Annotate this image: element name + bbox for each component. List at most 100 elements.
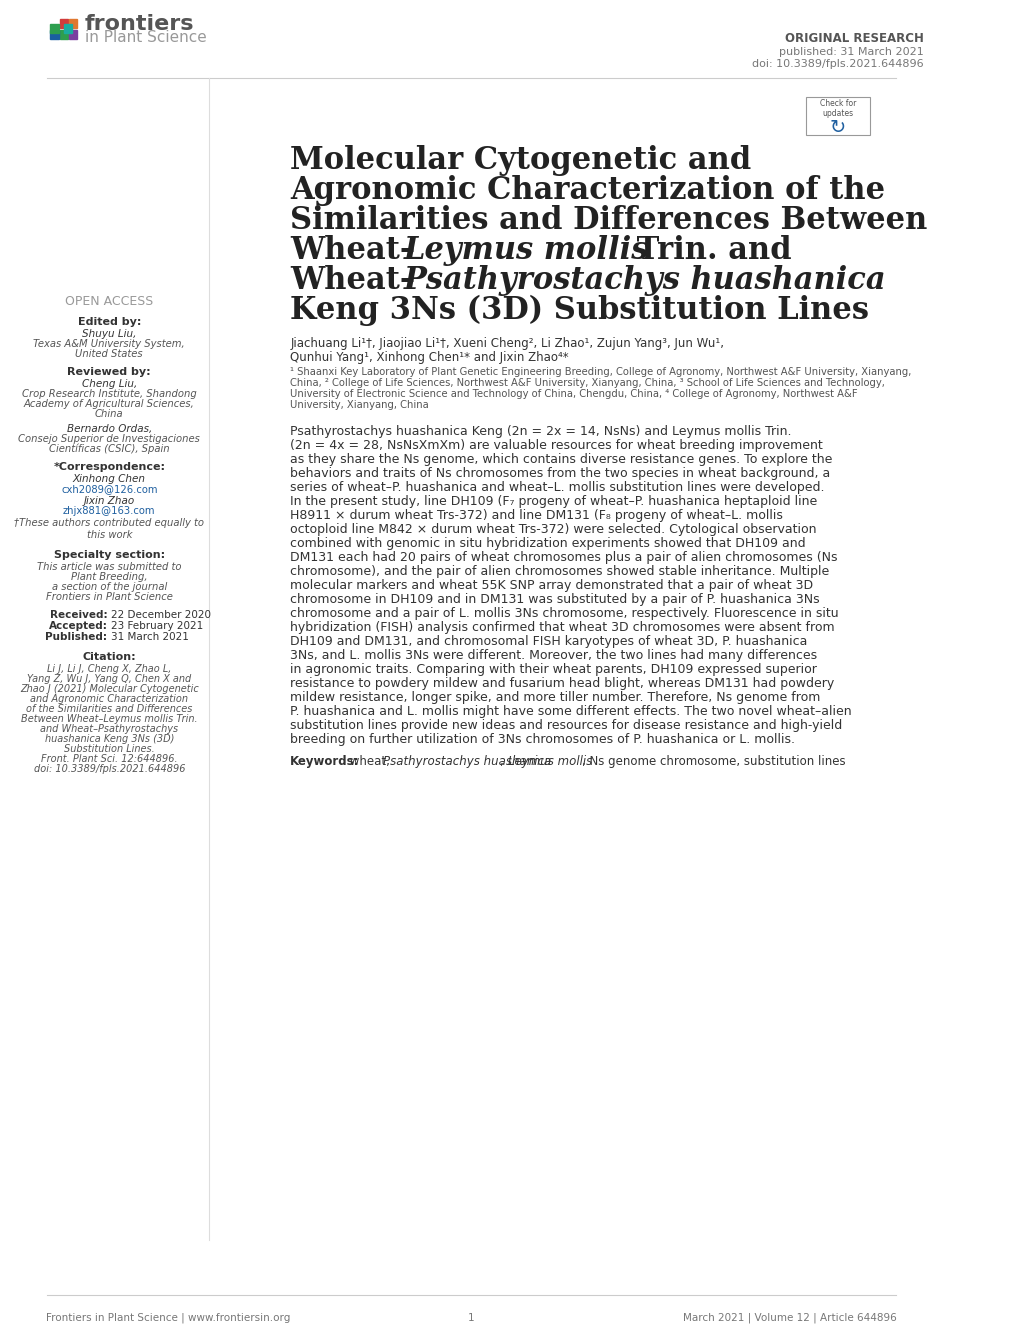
Bar xyxy=(50,29,58,39)
Text: Texas A&M University System,: Texas A&M University System, xyxy=(34,339,184,348)
Text: China, ² College of Life Sciences, Northwest A&F University, Xianyang, China, ³ : China, ² College of Life Sciences, North… xyxy=(290,378,884,388)
Text: Specialty section:: Specialty section: xyxy=(54,550,165,559)
Text: Bernardo Ordas,: Bernardo Ordas, xyxy=(66,425,152,434)
Text: zhjx881@163.com: zhjx881@163.com xyxy=(63,506,156,517)
Text: March 2021 | Volume 12 | Article 644896: March 2021 | Volume 12 | Article 644896 xyxy=(683,1312,896,1323)
Text: Academy of Agricultural Sciences,: Academy of Agricultural Sciences, xyxy=(23,399,195,409)
Text: Accepted:: Accepted: xyxy=(49,621,107,631)
Bar xyxy=(805,97,868,135)
Text: Check for: Check for xyxy=(819,99,855,108)
Text: octoploid line M842 × durum wheat Trs-372) were selected. Cytological observatio: octoploid line M842 × durum wheat Trs-37… xyxy=(290,523,816,535)
Text: ↻: ↻ xyxy=(828,117,845,136)
Text: P. huashanica and L. mollis might have some different effects. The two novel whe: P. huashanica and L. mollis might have s… xyxy=(290,705,851,718)
Text: Psathyrostachys huashanica: Psathyrostachys huashanica xyxy=(404,266,886,296)
Text: doi: 10.3389/fpls.2021.644896: doi: 10.3389/fpls.2021.644896 xyxy=(751,59,923,69)
Text: a section of the journal: a section of the journal xyxy=(52,582,167,591)
Text: In the present study, line DH109 (F₇ progeny of wheat–P. huashanica heptaploid l: In the present study, line DH109 (F₇ pro… xyxy=(290,495,817,509)
Text: substitution lines provide new ideas and resources for disease resistance and hi: substitution lines provide new ideas and… xyxy=(290,720,842,732)
Text: 22 December 2020: 22 December 2020 xyxy=(111,610,211,619)
Text: published: 31 March 2021: published: 31 March 2021 xyxy=(779,47,923,57)
Text: chromosome), and the pair of alien chromosomes showed stable inheritance. Multip: chromosome), and the pair of alien chrom… xyxy=(290,565,828,578)
Text: , Ns genome chromosome, substitution lines: , Ns genome chromosome, substitution lin… xyxy=(581,756,845,768)
Text: huashanica Keng 3Ns (3D): huashanica Keng 3Ns (3D) xyxy=(45,734,174,744)
Text: Leymus mollis: Leymus mollis xyxy=(404,235,648,266)
Bar xyxy=(68,19,76,28)
Text: DH109 and DM131, and chromosomal FISH karyotypes of wheat 3D, P. huashanica: DH109 and DM131, and chromosomal FISH ka… xyxy=(290,635,807,647)
Text: Zhao J (2021) Molecular Cytogenetic: Zhao J (2021) Molecular Cytogenetic xyxy=(20,684,199,694)
Text: United States: United States xyxy=(75,348,143,359)
Text: Psathyrostachys huashanica Keng (2n = 2x = 14, NsNs) and Leymus mollis Trin.: Psathyrostachys huashanica Keng (2n = 2x… xyxy=(290,425,791,438)
Text: Wheat–: Wheat– xyxy=(290,266,415,296)
Text: Psathyrostachys huashanica: Psathyrostachys huashanica xyxy=(382,756,550,768)
Text: DM131 each had 20 pairs of wheat chromosomes plus a pair of alien chromosomes (N: DM131 each had 20 pairs of wheat chromos… xyxy=(290,551,837,563)
Text: Shuyu Liu,: Shuyu Liu, xyxy=(83,328,137,339)
Text: Between Wheat–Leymus mollis Trin.: Between Wheat–Leymus mollis Trin. xyxy=(21,714,198,724)
Text: 23 February 2021: 23 February 2021 xyxy=(111,621,203,631)
Text: behaviors and traits of Ns chromosomes from the two species in wheat background,: behaviors and traits of Ns chromosomes f… xyxy=(290,467,829,481)
Text: Wheat–: Wheat– xyxy=(290,235,415,266)
Text: Keng 3Ns (3D) Substitution Lines: Keng 3Ns (3D) Substitution Lines xyxy=(290,295,868,326)
Bar xyxy=(59,19,67,28)
Text: Plant Breeding,: Plant Breeding, xyxy=(71,571,148,582)
Bar xyxy=(50,24,58,33)
Text: Frontiers in Plant Science: Frontiers in Plant Science xyxy=(46,591,172,602)
Text: Xinhong Chen: Xinhong Chen xyxy=(72,474,146,485)
Text: of the Similarities and Differences: of the Similarities and Differences xyxy=(26,704,193,714)
Text: cxh2089@126.com: cxh2089@126.com xyxy=(61,485,157,494)
Text: H8911 × durum wheat Trs-372) and line DM131 (F₈ progeny of wheat–L. mollis: H8911 × durum wheat Trs-372) and line DM… xyxy=(290,509,783,522)
Text: (2n = 4x = 28, NsNsXmXm) are valuable resources for wheat breeding improvement: (2n = 4x = 28, NsNsXmXm) are valuable re… xyxy=(290,439,822,453)
Text: Front. Plant Sci. 12:644896.: Front. Plant Sci. 12:644896. xyxy=(41,754,177,764)
Text: University of Electronic Science and Technology of China, Chengdu, China, ⁴ Coll: University of Electronic Science and Tec… xyxy=(290,388,857,399)
Text: Substitution Lines.: Substitution Lines. xyxy=(64,744,155,754)
Text: doi: 10.3389/fpls.2021.644896: doi: 10.3389/fpls.2021.644896 xyxy=(34,764,184,774)
Text: Reviewed by:: Reviewed by: xyxy=(67,367,151,376)
Text: Trin. and: Trin. and xyxy=(625,235,791,266)
Text: 1: 1 xyxy=(468,1314,474,1323)
Text: Leymus mollis: Leymus mollis xyxy=(507,756,591,768)
Text: ¹ Shaanxi Key Laboratory of Plant Genetic Engineering Breeding, College of Agron: ¹ Shaanxi Key Laboratory of Plant Geneti… xyxy=(290,367,911,376)
Text: mildew resistance, longer spike, and more tiller number. Therefore, Ns genome fr: mildew resistance, longer spike, and mor… xyxy=(290,692,820,704)
Text: in agronomic traits. Comparing with their wheat parents, DH109 expressed superio: in agronomic traits. Comparing with thei… xyxy=(290,663,816,676)
Text: Molecular Cytogenetic and: Molecular Cytogenetic and xyxy=(290,146,751,176)
Text: molecular markers and wheat 55K SNP array demonstrated that a pair of wheat 3D: molecular markers and wheat 55K SNP arra… xyxy=(290,579,812,591)
Text: series of wheat–P. huashanica and wheat–L. mollis substitution lines were develo: series of wheat–P. huashanica and wheat–… xyxy=(290,481,824,494)
Text: and Wheat–Psathyrostachys: and Wheat–Psathyrostachys xyxy=(40,724,178,734)
Text: combined with genomic in situ hybridization experiments showed that DH109 and: combined with genomic in situ hybridizat… xyxy=(290,537,805,550)
Text: in Plant Science: in Plant Science xyxy=(85,31,207,45)
Text: Edited by:: Edited by: xyxy=(77,316,141,327)
Text: 3Ns, and L. mollis 3Ns were different. Moreover, the two lines had many differen: 3Ns, and L. mollis 3Ns were different. M… xyxy=(290,649,816,662)
Text: Received:: Received: xyxy=(50,610,107,619)
Text: Agronomic Characterization of the: Agronomic Characterization of the xyxy=(290,175,884,206)
Text: as they share the Ns genome, which contains diverse resistance genes. To explore: as they share the Ns genome, which conta… xyxy=(290,453,832,466)
Text: Frontiers in Plant Science | www.frontiersin.org: Frontiers in Plant Science | www.frontie… xyxy=(46,1312,290,1323)
Text: resistance to powdery mildew and fusarium head blight, whereas DM131 had powdery: resistance to powdery mildew and fusariu… xyxy=(290,677,834,690)
Text: Li J, Li J, Cheng X, Zhao L,: Li J, Li J, Cheng X, Zhao L, xyxy=(47,663,171,674)
Text: chromosome and a pair of L. mollis 3Ns chromosome, respectively. Fluorescence in: chromosome and a pair of L. mollis 3Ns c… xyxy=(290,607,838,619)
Text: Citation:: Citation: xyxy=(83,651,136,662)
Text: wheat,: wheat, xyxy=(346,756,393,768)
Text: Crop Research Institute, Shandong: Crop Research Institute, Shandong xyxy=(21,388,197,399)
Text: chromosome in DH109 and in DM131 was substituted by a pair of P. huashanica 3Ns: chromosome in DH109 and in DM131 was sub… xyxy=(290,593,819,606)
Text: Jixin Zhao: Jixin Zhao xyxy=(84,497,135,506)
Text: Científicas (CSIC), Spain: Científicas (CSIC), Spain xyxy=(49,445,169,454)
Text: China: China xyxy=(95,409,123,419)
Text: †These authors contributed equally to
this work: †These authors contributed equally to th… xyxy=(14,518,204,539)
Text: *Correspondence:: *Correspondence: xyxy=(53,462,165,473)
Text: breeding on further utilization of 3Ns chromosomes of P. huashanica or L. mollis: breeding on further utilization of 3Ns c… xyxy=(290,733,795,746)
Text: University, Xianyang, China: University, Xianyang, China xyxy=(290,400,429,410)
Text: and Agronomic Characterization: and Agronomic Characterization xyxy=(31,694,189,704)
Text: hybridization (FISH) analysis confirmed that wheat 3D chromosomes were absent fr: hybridization (FISH) analysis confirmed … xyxy=(290,621,835,634)
Text: 31 March 2021: 31 March 2021 xyxy=(111,631,189,642)
Text: Cheng Liu,: Cheng Liu, xyxy=(82,379,137,388)
Text: Similarities and Differences Between: Similarities and Differences Between xyxy=(290,206,926,236)
Text: OPEN ACCESS: OPEN ACCESS xyxy=(65,295,153,308)
Text: Keywords:: Keywords: xyxy=(290,756,360,768)
Text: updates: updates xyxy=(821,108,853,117)
Bar xyxy=(68,29,76,39)
Text: Published:: Published: xyxy=(46,631,107,642)
Text: This article was submitted to: This article was submitted to xyxy=(37,562,181,571)
Text: Yang Z, Wu J, Yang Q, Chen X and: Yang Z, Wu J, Yang Q, Chen X and xyxy=(28,674,192,684)
Text: ORIGINAL RESEARCH: ORIGINAL RESEARCH xyxy=(785,32,923,44)
Text: frontiers: frontiers xyxy=(85,13,195,33)
Text: ,: , xyxy=(499,756,507,768)
